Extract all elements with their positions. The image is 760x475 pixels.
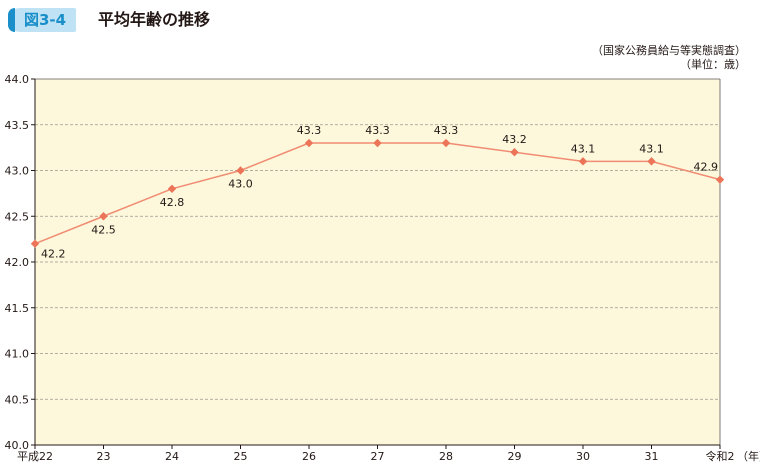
data-point — [441, 138, 451, 148]
data-point — [99, 212, 108, 221]
y-tick-label: 42.5 — [5, 210, 30, 223]
x-tick-label: 平成22 — [17, 450, 53, 463]
x-tick-label: 25 — [234, 450, 248, 463]
unit-note: （単位：歳） — [680, 58, 746, 71]
data-label: 43.2 — [502, 133, 527, 146]
source-note: （国家公務員給与等実態調査） — [592, 44, 746, 57]
x-tick-label: 26 — [302, 450, 316, 463]
data-label: 43.0 — [228, 178, 253, 191]
series-average-age — [30, 138, 725, 248]
data-point — [510, 148, 519, 157]
data-label: 43.1 — [639, 142, 664, 155]
figure-number-badge: 図3-4 — [8, 8, 77, 32]
x-tick-label: 29 — [508, 450, 522, 463]
x-tick-label: 27 — [371, 450, 385, 463]
x-axis-ticks: 平成22 23 24 25 26 27 28 29 30 31 令和2（年） — [17, 445, 760, 463]
data-labels: 42.2 42.5 42.8 43.0 43.3 43.3 43.3 43.2 43.1 43.1… — [41, 124, 718, 261]
x-tick-label: 30 — [576, 450, 590, 463]
chart-title: 平均年齢の推移 — [98, 10, 211, 29]
y-axis-ticks: 40.0 40.5 41.0 41.5 42.0 42.5 43.0 43.5 44.0 — [5, 73, 35, 452]
data-point — [578, 157, 588, 166]
data-label: 43.1 — [571, 142, 596, 155]
data-label: 42.5 — [91, 223, 116, 236]
y-tick-label: 40.0 — [5, 439, 30, 452]
data-label: 42.9 — [694, 161, 719, 174]
data-point — [167, 184, 177, 193]
x-tick-label: 31 — [645, 450, 659, 463]
data-point — [373, 138, 382, 148]
data-label: 43.3 — [297, 124, 322, 137]
grid-lines — [35, 124, 720, 400]
x-tick-label: 令和2 — [706, 449, 735, 463]
y-tick-label: 43.0 — [5, 165, 30, 178]
y-tick-label: 41.0 — [5, 348, 30, 361]
x-tick-label: 24 — [165, 450, 179, 463]
data-point — [715, 175, 725, 184]
y-tick-label: 41.5 — [5, 302, 30, 315]
x-tick-label: 23 — [97, 450, 111, 463]
figure-number: 図3-4 — [24, 11, 67, 29]
y-tick-label: 42.0 — [5, 256, 30, 269]
x-tick-label: 28 — [439, 450, 453, 463]
y-tick-label: 43.5 — [5, 119, 30, 132]
data-point — [30, 239, 40, 248]
data-point — [236, 166, 245, 175]
data-label: 43.3 — [434, 124, 459, 137]
data-point — [304, 138, 314, 148]
x-axis-unit-label: （年） — [737, 449, 760, 463]
data-label: 42.8 — [160, 196, 185, 209]
data-point — [647, 157, 656, 166]
y-tick-label: 40.5 — [5, 393, 30, 406]
data-label: 43.3 — [365, 124, 390, 137]
y-tick-label: 44.0 — [5, 73, 30, 86]
data-label: 42.2 — [41, 248, 66, 261]
